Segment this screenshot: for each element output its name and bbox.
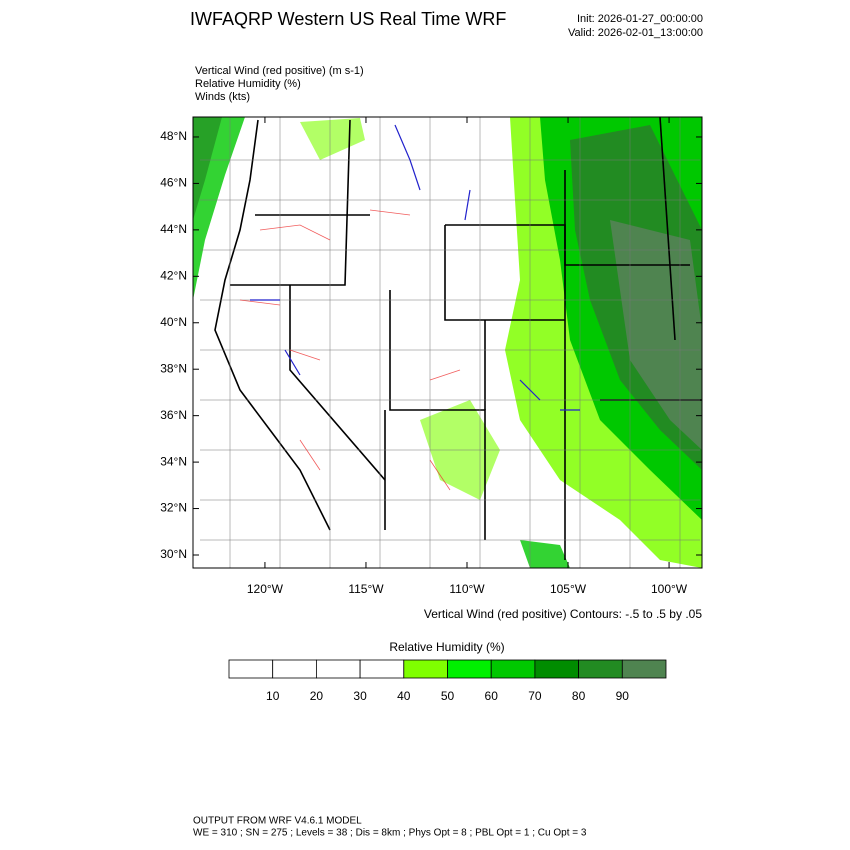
colorbar-box xyxy=(621,659,667,679)
colorbar-label: 30 xyxy=(353,689,367,703)
contour-note: Vertical Wind (red positive) Contours: -… xyxy=(424,607,702,621)
colorbar-label: 50 xyxy=(441,689,455,703)
lat-tick-label: 30°N xyxy=(160,547,187,561)
lat-tick-label: 48°N xyxy=(160,129,187,143)
colorbar-box xyxy=(359,659,405,679)
footer-line: OUTPUT FROM WRF V4.6.1 MODEL xyxy=(193,816,362,827)
field-label: Vertical Wind (red positive) (m s-1) xyxy=(195,65,364,77)
lat-tick-label: 34°N xyxy=(160,454,187,468)
colorbar-box xyxy=(490,659,536,679)
lon-tick-label: 105°W xyxy=(550,582,587,596)
valid-time: Valid: 2026-02-01_13:00:00 xyxy=(568,27,703,39)
colorbar-label: 80 xyxy=(572,689,586,703)
lat-tick-label: 44°N xyxy=(160,222,187,236)
colorbar-box xyxy=(447,659,492,679)
colorbar-label: 90 xyxy=(616,689,630,703)
lon-tick-label: 115°W xyxy=(348,582,384,596)
lat-tick-label: 36°N xyxy=(160,408,187,422)
init-time: Init: 2026-01-27_00:00:00 xyxy=(577,13,703,25)
colorbar-box xyxy=(272,659,317,679)
colorbar-label: 70 xyxy=(528,689,542,703)
colorbar-label: 40 xyxy=(397,689,411,703)
lat-tick-label: 32°N xyxy=(160,501,187,515)
map-field xyxy=(193,116,702,568)
footer-line: WE = 310 ; SN = 275 ; Levels = 38 ; Dis … xyxy=(193,828,587,839)
colorbar-label: 10 xyxy=(266,689,280,703)
field-label: Relative Humidity (%) xyxy=(195,78,301,90)
colorbar-box xyxy=(315,659,361,679)
lat-tick-label: 38°N xyxy=(160,361,187,375)
lon-tick-label: 100°W xyxy=(651,582,688,596)
colorbar-title: Relative Humidity (%) xyxy=(389,640,504,654)
lon-tick-label: 110°W xyxy=(449,582,485,596)
lat-tick-label: 42°N xyxy=(160,268,187,282)
colorbar-box xyxy=(534,659,580,679)
map-frame xyxy=(192,116,703,569)
colorbar-label: 20 xyxy=(310,689,324,703)
colorbar-box xyxy=(403,659,448,679)
colorbar-box xyxy=(578,659,623,679)
lat-tick-label: 46°N xyxy=(160,176,187,190)
lon-tick-label: 120°W xyxy=(247,582,284,596)
lat-tick-label: 40°N xyxy=(160,315,187,329)
title: IWFAQRP Western US Real Time WRF xyxy=(190,9,506,29)
colorbar-label: 60 xyxy=(485,689,499,703)
field-label: Winds (kts) xyxy=(195,91,250,103)
colorbar-box xyxy=(228,659,274,679)
